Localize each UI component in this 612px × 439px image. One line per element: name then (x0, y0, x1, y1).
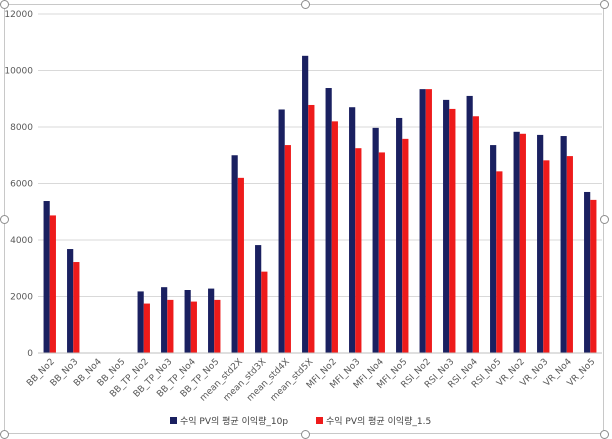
bar-2-RSI_No4[interactable] (472, 116, 479, 353)
bar-1-RSI_No3[interactable] (443, 99, 450, 353)
legend-swatch-series-2 (316, 417, 323, 424)
legend[interactable]: 수익 PV의 평균 이익량_10p 수익 PV의 평균 이익량_1.5 (170, 415, 431, 427)
bar-1-MFI_No5[interactable] (396, 117, 403, 354)
bar-1-BB_TP_No5[interactable] (208, 288, 215, 353)
bar-2-mean_std2X[interactable] (237, 177, 244, 353)
resize-handle-top-left[interactable] (0, 0, 9, 9)
bar-2-BB_TP_No5[interactable] (214, 299, 221, 353)
gridlines (38, 13, 602, 297)
bar-1-mean_std2X[interactable] (231, 155, 238, 353)
bar-1-BB_No2[interactable] (43, 201, 50, 353)
bar-1-BB_No3[interactable] (67, 249, 74, 353)
bars[interactable] (43, 55, 597, 354)
bar-2-MFI_No4[interactable] (378, 152, 385, 353)
resize-handle-middle-right[interactable] (600, 215, 609, 224)
bar-1-MFI_No4[interactable] (372, 127, 379, 353)
bar-1-VR_No3[interactable] (537, 134, 544, 353)
bar-1-MFI_No3[interactable] (349, 107, 356, 353)
bar-2-MFI_No5[interactable] (402, 138, 409, 353)
y-tick-label: 2000 (10, 293, 33, 303)
legend-label-series-2: 수익 PV의 평균 이익량_1.5 (326, 415, 431, 427)
x-axis-ticks: BB_No2BB_No3BB_No4BB_No5BB_TP_No2BB_TP_N… (25, 357, 597, 404)
bar-2-VR_No3[interactable] (543, 160, 550, 353)
bar-2-mean_std5X[interactable] (308, 104, 315, 353)
bar-2-VR_No4[interactable] (566, 156, 573, 353)
bar-1-RSI_No2[interactable] (419, 89, 426, 353)
bar-1-VR_No2[interactable] (513, 131, 520, 353)
bar-2-mean_std4X[interactable] (284, 145, 291, 353)
bar-2-RSI_No2[interactable] (425, 89, 432, 353)
bar-2-RSI_No3[interactable] (449, 108, 456, 353)
resize-handle-top-right[interactable] (600, 0, 609, 9)
resize-handle-middle-left[interactable] (0, 215, 9, 224)
bar-1-RSI_No4[interactable] (466, 95, 473, 354)
bar-2-BB_TP_No3[interactable] (167, 299, 174, 353)
y-tick-label: 8000 (10, 123, 33, 133)
y-axis-ticks: 0 2000 4000 6000 8000 10000 12000 (4, 10, 33, 359)
y-tick-label: 12000 (4, 10, 33, 20)
y-tick-label: 10000 (4, 67, 33, 77)
bar-2-RSI_No5[interactable] (496, 171, 503, 353)
bar-2-BB_No2[interactable] (49, 215, 56, 353)
bar-1-BB_TP_No2[interactable] (137, 291, 144, 353)
bar-2-BB_No3[interactable] (73, 262, 80, 353)
bar-1-RSI_No5[interactable] (490, 145, 497, 353)
bar-1-BB_TP_No4[interactable] (184, 290, 191, 353)
y-tick-label: 6000 (10, 180, 33, 190)
resize-handle-top-center[interactable] (301, 0, 310, 9)
legend-swatch-series-1 (170, 417, 177, 424)
bar-2-VR_No2[interactable] (519, 133, 526, 353)
bar-2-MFI_No3[interactable] (355, 148, 362, 353)
bar-1-VR_No5[interactable] (584, 191, 591, 353)
bar-1-VR_No4[interactable] (560, 136, 567, 353)
bar-1-mean_std4X[interactable] (278, 109, 285, 353)
legend-label-series-1: 수익 PV의 평균 이익량_10p (180, 415, 288, 427)
bar-2-mean_std3X[interactable] (261, 271, 268, 353)
bar-2-VR_No5[interactable] (590, 199, 597, 353)
y-tick-label: 0 (27, 349, 33, 359)
bar-1-MFI_No2[interactable] (325, 88, 332, 354)
y-tick-label: 4000 (10, 236, 33, 246)
bar-1-BB_TP_No3[interactable] (161, 287, 168, 353)
bar-2-MFI_No2[interactable] (331, 121, 338, 353)
bar-2-BB_TP_No2[interactable] (143, 303, 150, 353)
bar-2-BB_TP_No4[interactable] (190, 301, 197, 353)
bar-1-mean_std3X[interactable] (255, 245, 262, 353)
bar-1-mean_std5X[interactable] (302, 55, 309, 354)
